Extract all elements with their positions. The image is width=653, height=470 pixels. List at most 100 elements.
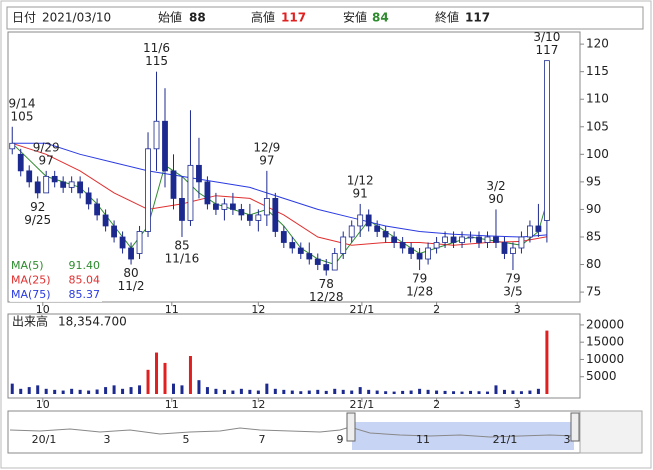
- candle-body: [331, 253, 338, 271]
- volume-bar: [121, 388, 125, 394]
- annotation-value: 115: [145, 54, 168, 68]
- volume-bar: [146, 369, 150, 394]
- candle-body: [408, 247, 415, 254]
- volume-bar: [392, 391, 396, 394]
- volume-bar: [375, 390, 379, 394]
- candle-body: [391, 236, 398, 243]
- candle-body: [153, 120, 160, 150]
- x-tick-label: 10: [36, 303, 50, 316]
- volume-bar: [10, 383, 14, 394]
- y-tick-label: 75: [586, 285, 601, 299]
- candle-body: [527, 225, 533, 238]
- annotation-value: 105: [11, 109, 34, 123]
- annotation-date: 11/2: [118, 279, 145, 293]
- volume-bar: [239, 388, 243, 394]
- candle-body: [340, 236, 347, 254]
- volume-bar: [205, 387, 209, 394]
- header-box: [6, 6, 644, 30]
- volume-bar: [350, 390, 354, 394]
- candle-body: [51, 175, 58, 183]
- legend-bg: [10, 288, 102, 302]
- volume-bar: [545, 330, 549, 394]
- volume-bar: [426, 389, 430, 394]
- volume-bar: [384, 391, 388, 394]
- annotation-date: 3/10: [533, 30, 560, 44]
- candle-body: [501, 242, 508, 254]
- annotation-date: 11/16: [165, 251, 200, 265]
- candle-body: [467, 236, 474, 239]
- candle-body: [255, 214, 262, 221]
- x-tick-label: 10: [36, 398, 50, 411]
- y-tick-label: 15000: [586, 335, 624, 349]
- navigator-label: 3: [104, 433, 111, 446]
- volume-bar: [104, 387, 108, 394]
- ma-line: [12, 142, 547, 246]
- candle-body: [450, 236, 457, 243]
- high-value: 117: [281, 11, 306, 25]
- volume-bar: [53, 389, 57, 394]
- volume-bar: [443, 390, 447, 394]
- x-tick-label: 3: [514, 303, 521, 316]
- navigator[interactable]: 20/1 3 5 7 9 11 21/1 3: [7, 410, 643, 454]
- candle-body: [60, 181, 67, 188]
- volume-bar: [477, 391, 481, 394]
- volume-bar: [87, 390, 91, 394]
- x-tick-label: 12: [251, 303, 265, 316]
- candle-body: [196, 164, 202, 183]
- volume-bar: [494, 385, 498, 394]
- annotation-value: 92: [30, 200, 45, 214]
- y-tick-label: 90: [586, 202, 601, 216]
- candle-body: [365, 214, 372, 227]
- volume-bar: [502, 389, 506, 394]
- volume-bar: [231, 390, 235, 394]
- high-label: 高値: [251, 10, 275, 25]
- navigator-label: 5: [183, 433, 190, 446]
- navigator-label: 11: [416, 433, 430, 446]
- candle-body: [374, 225, 381, 232]
- x-tick-label: 11: [165, 398, 179, 411]
- open-label: 始値: [158, 10, 182, 25]
- candle-body: [102, 214, 109, 227]
- navigator-scroll[interactable]: [579, 410, 643, 454]
- y-tick-label: 80: [586, 257, 601, 271]
- volume-bar: [138, 385, 142, 394]
- annotation-value: 90: [488, 192, 503, 206]
- candle-body: [136, 231, 143, 254]
- volume-bar: [273, 388, 277, 394]
- annotation-date: 1/28: [406, 285, 433, 299]
- close-label: 終値: [435, 10, 459, 25]
- candle-body: [85, 192, 92, 205]
- candle-body: [162, 120, 168, 172]
- navigator-handle-right[interactable]: [570, 412, 580, 442]
- annotation-value: 91: [353, 186, 368, 200]
- navigator-label: 20/1: [32, 433, 57, 446]
- volume-bar: [256, 390, 260, 394]
- candle-body: [263, 198, 270, 216]
- annotation-date: 3/2: [486, 179, 505, 193]
- volume-bar: [358, 387, 362, 394]
- volume-bar: [401, 390, 405, 394]
- volume-panel: [7, 313, 581, 399]
- candle-body: [382, 231, 389, 238]
- candle-body: [433, 242, 440, 249]
- volume-bar: [214, 388, 218, 394]
- volume-bar: [418, 388, 422, 394]
- y-tick-label: 10000: [586, 352, 624, 366]
- annotation-value: 85: [174, 238, 189, 252]
- volume-bar: [290, 390, 294, 394]
- volume-bar: [248, 389, 252, 394]
- volume-bar: [265, 383, 269, 394]
- volume-bar: [155, 352, 159, 394]
- close-value: 117: [465, 11, 490, 25]
- navigator-handle-left[interactable]: [346, 412, 356, 442]
- candle-body: [9, 142, 16, 150]
- x-tick-label: 21/1: [350, 303, 375, 316]
- x-tick-label: 2: [433, 303, 440, 316]
- volume-bar: [299, 391, 303, 394]
- volume-bar: [367, 389, 371, 394]
- candle-body: [289, 242, 296, 249]
- legend-bg: [10, 273, 102, 288]
- candle-body: [272, 198, 279, 232]
